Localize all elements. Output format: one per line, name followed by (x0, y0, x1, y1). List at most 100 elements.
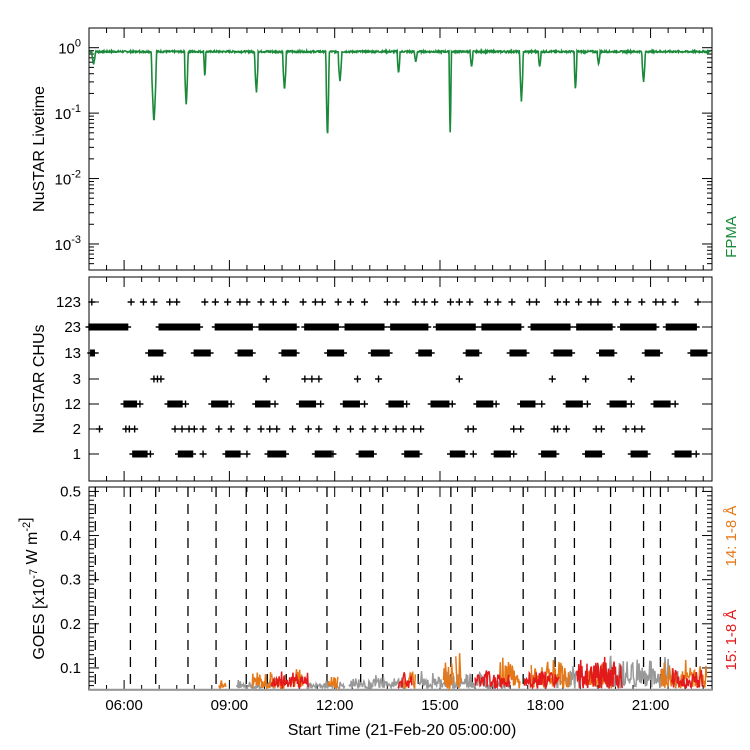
chu-point (517, 323, 525, 331)
chu-point (508, 298, 516, 306)
chu-range-1 (404, 450, 419, 458)
chu-range-13 (282, 349, 297, 357)
chu-point (631, 425, 639, 433)
chu-point (385, 400, 393, 408)
y-tick-label: 100 (58, 38, 81, 58)
goes-series-15 (670, 668, 704, 690)
chu-point (248, 323, 256, 331)
chu-point (190, 349, 198, 357)
chu-range-13 (418, 349, 432, 357)
chu-point (582, 375, 590, 383)
y-tick-label: 0.1 (60, 660, 81, 677)
goes-series-14 (455, 653, 462, 689)
goes-series-grey (348, 675, 406, 690)
chu-point (573, 323, 581, 331)
chu-range-23 (436, 323, 476, 331)
chu-point (355, 450, 363, 458)
x-tick-label: 09:00 (211, 697, 249, 714)
chu-point (687, 349, 695, 357)
chu-point (610, 349, 618, 357)
chu-range-13 (148, 349, 163, 357)
chu-point (171, 425, 179, 433)
chu-point (517, 425, 525, 433)
chu-point (597, 425, 605, 433)
chu-point (257, 425, 265, 433)
chu-point (339, 349, 347, 357)
chu-point (533, 298, 541, 306)
chu-range-23 (259, 323, 297, 331)
chu-range-12 (431, 400, 449, 408)
y-tick-label: 10-1 (55, 103, 81, 123)
chu-point (411, 298, 419, 306)
chu-point (624, 298, 632, 306)
chu-point (120, 400, 128, 408)
chu-point (199, 450, 207, 458)
chu-point (650, 400, 658, 408)
chu-point (641, 349, 649, 357)
x-tick-label: 15:00 (421, 697, 459, 714)
chu-point (292, 349, 300, 357)
chu-point (597, 450, 605, 458)
fpma-label: FPMA (723, 216, 740, 258)
x-tick-label: 18:00 (527, 697, 565, 714)
livetime-y-label: NuSTAR Livetime (31, 86, 48, 212)
chu-point (494, 298, 502, 306)
chu-point (127, 298, 135, 306)
chu-point (359, 425, 367, 433)
chu-point (652, 298, 660, 306)
chu-point (417, 425, 425, 433)
chu-point (692, 323, 700, 331)
chu-point (466, 298, 474, 306)
chu-point (369, 450, 377, 458)
chu-range-1 (225, 450, 240, 458)
chu-range-1 (675, 450, 691, 458)
chu-point (318, 298, 326, 306)
chu-point (538, 450, 546, 458)
chu-range-23 (576, 323, 612, 331)
chu-point (510, 450, 518, 458)
chu-point (582, 450, 590, 458)
chu-point (341, 323, 349, 331)
chu-range-12 (654, 400, 670, 408)
chu-point (257, 298, 265, 306)
chu-point (196, 323, 204, 331)
chu-point (550, 349, 558, 357)
chu-point (652, 323, 660, 331)
chu-point (206, 349, 214, 357)
chu-point (382, 425, 390, 433)
chu-point (85, 323, 93, 331)
chu-point (236, 450, 244, 458)
x-axis-label: Start Time (21-Feb-20 05:00:00) (288, 722, 517, 739)
chu-point (96, 425, 104, 433)
chu-point (178, 425, 186, 433)
chu-point (124, 323, 132, 331)
chu-range-23 (345, 323, 384, 331)
chu-range-1 (268, 450, 286, 458)
chu-point (208, 400, 216, 408)
y-tick-label: 0.3 (60, 572, 81, 589)
chu-point (271, 400, 279, 408)
chu-point (594, 298, 602, 306)
chu-range-12 (476, 400, 493, 408)
chu-point (150, 298, 158, 306)
chu-range-12 (167, 400, 183, 408)
chus-frame (88, 276, 713, 482)
chu-point (461, 450, 469, 458)
chu-point (227, 400, 235, 408)
chu-range-12 (343, 400, 360, 408)
goes-series-grey (306, 680, 346, 690)
chu-range-1 (585, 450, 602, 458)
y-tick-label: 3 (73, 371, 81, 388)
chu-point (527, 323, 535, 331)
chu-range-23 (89, 323, 128, 331)
chu-point (469, 450, 477, 458)
chu-point (562, 400, 570, 408)
y-tick-label: 0.2 (60, 616, 81, 633)
chu-point (243, 298, 251, 306)
chu-point (334, 323, 342, 331)
chu-point (236, 298, 244, 306)
chu-point (304, 425, 312, 433)
y-tick-label: 0.4 (60, 528, 81, 545)
chu-point (131, 425, 139, 433)
